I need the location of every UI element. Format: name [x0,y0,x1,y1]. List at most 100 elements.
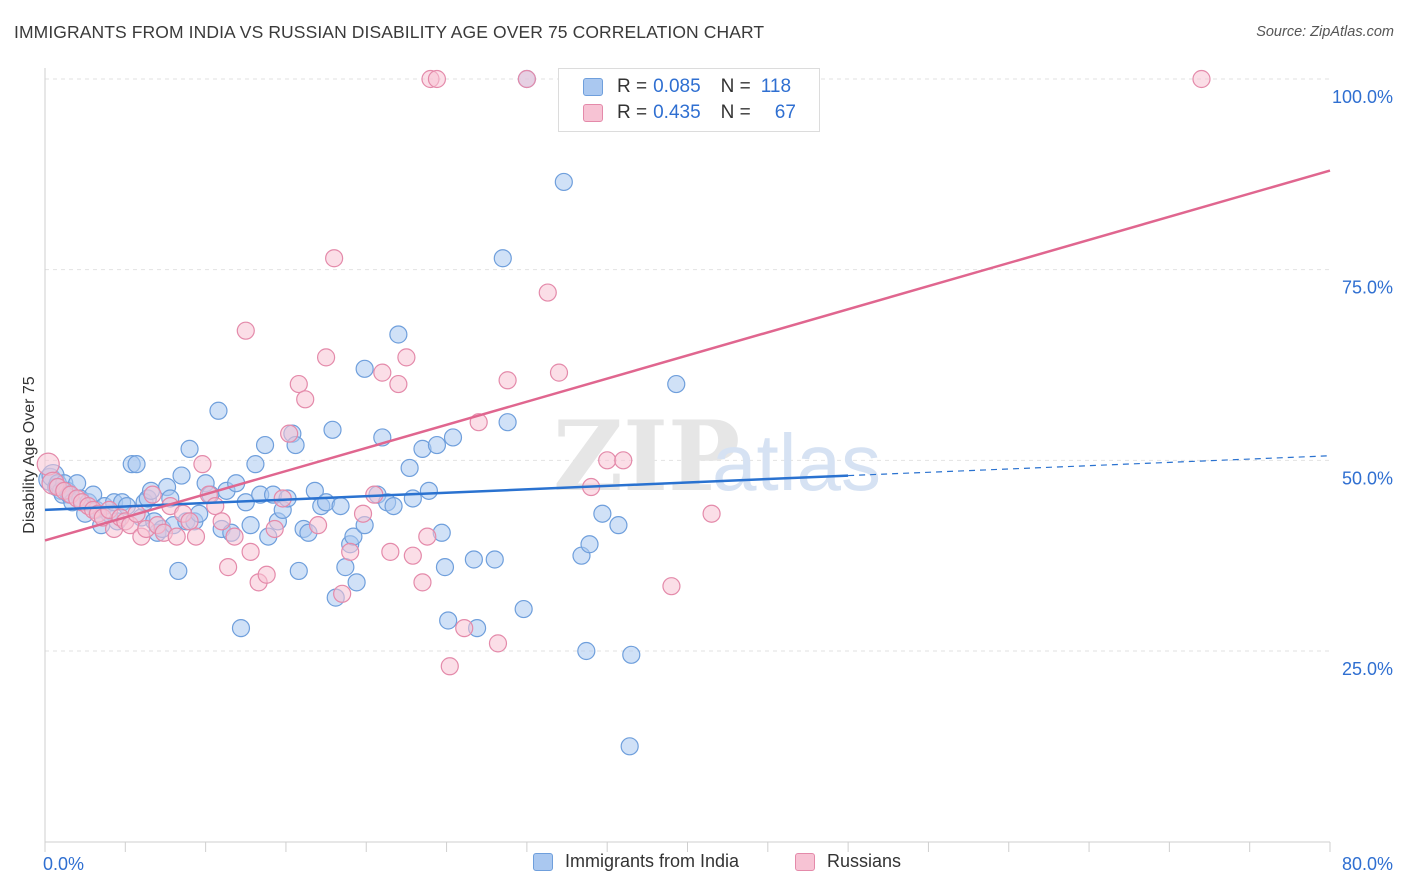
data-point [246,455,265,474]
data-point [485,550,504,569]
data-point [593,504,612,523]
legend-swatch-pink [583,104,603,122]
trend-line-india-extension [848,455,1331,477]
data-point [427,435,447,455]
data-point [455,619,474,638]
x-tick-label: 0.0% [43,854,84,874]
n-label: N = [720,102,751,123]
correlation-legend: R = 0.085 N = 118 R = 0.435 N = 67 [558,68,820,132]
data-point [219,558,238,577]
data-point [347,573,366,592]
data-point [241,516,260,535]
data-point [323,420,342,439]
data-point [231,619,251,638]
data-point [435,558,455,577]
data-point [419,481,438,500]
data-point [389,374,408,394]
data-point [127,455,146,474]
r-label: R = [617,102,648,123]
r-label: R = [617,76,648,97]
y-axis-label: Disability Age Over 75 [21,376,38,534]
data-point [186,527,206,546]
source-label: Source: ZipAtlas.com [1256,24,1394,40]
data-point [325,249,344,268]
y-tick-label: 75.0% [1342,278,1393,298]
trend-line-india [44,474,849,512]
data-point [440,657,459,676]
data-point [193,455,212,474]
data-point [143,485,162,504]
data-point [241,542,260,561]
r-value: 0.435 [653,102,701,123]
data-point [255,435,275,455]
data-point [403,489,422,508]
data-point [336,558,355,577]
data-point [167,527,186,546]
n-value: 67 [774,102,796,123]
data-point [413,573,432,592]
data-point [580,535,599,554]
data-point [397,348,416,367]
data-point [538,283,557,302]
data-point [209,401,228,420]
legend-swatch-pink [795,852,815,871]
data-point [517,69,536,89]
watermark-atlas: atlas [712,418,881,507]
data-point [403,546,422,565]
data-point [498,371,517,390]
legend-item-india[interactable]: Immigrants from India [533,851,739,872]
data-point [289,374,308,394]
data-point [236,321,255,340]
data-point [355,359,374,378]
data-point [514,599,533,619]
data-point [464,550,483,569]
legend-swatch-blue [583,78,603,96]
n-label: N = [720,76,751,97]
y-tick-label: 50.0% [1342,468,1393,488]
data-point [620,737,639,756]
chart-title: IMMIGRANTS FROM INDIA VS RUSSIAN DISABIL… [14,22,765,42]
legend-label-russians: Russians [827,851,902,871]
trend-lines [44,169,1331,542]
data-point [289,561,308,581]
data-point [427,69,447,89]
watermark-zip: ZIP [553,400,740,513]
grid-lines [45,78,1330,652]
data-point [598,451,617,470]
trend-line-russians [44,169,1331,542]
legend-swatch-blue [533,852,553,871]
data-point [296,390,315,409]
data-point [549,363,569,382]
data-point [1192,69,1211,89]
data-point [36,452,60,476]
series-legend: Immigrants from India Russians [0,851,1406,877]
legend-row-russians: R = 0.435 N = 67 [583,101,796,125]
data-point [373,363,392,382]
legend-item-russians[interactable]: Russians [795,851,901,872]
data-point [400,458,419,478]
data-point [498,413,517,432]
data-point [439,611,458,630]
data-point [493,249,512,268]
r-value: 0.085 [653,76,701,97]
data-point [316,348,336,367]
data-point [333,584,352,603]
data-point [381,542,400,561]
series-russians-points [36,69,1211,676]
data-point [180,512,199,531]
data-point [331,496,350,516]
y-tick-label: 100.0% [1332,87,1393,107]
data-point [265,519,284,539]
data-point [622,645,641,664]
data-point [341,542,360,561]
data-point [280,424,299,443]
data-point [554,172,573,192]
y-tick-label: 25.0% [1342,659,1393,679]
data-point [180,439,199,458]
legend-row-india: R = 0.085 N = 118 [583,75,791,99]
data-point [172,466,191,485]
data-point [212,512,231,531]
tick-labels: 25.0% 50.0% 75.0% 100.0% 0.0% 80.0% [43,87,1393,874]
n-value: 118 [760,76,792,97]
